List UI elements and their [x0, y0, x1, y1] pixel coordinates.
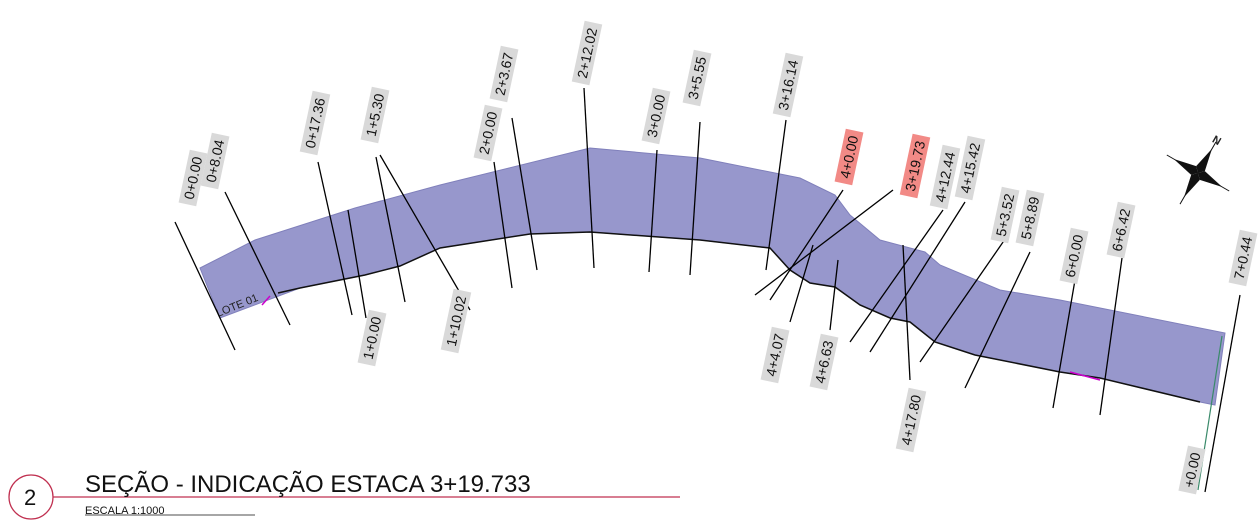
station-label: 2+3.67 — [489, 45, 519, 103]
station-label-bg — [929, 144, 961, 210]
station-label: 5+8.89 — [1015, 189, 1045, 247]
station-line — [379, 154, 471, 311]
station-label-highlight — [899, 133, 931, 199]
station-label: 6+6.42 — [1106, 201, 1136, 259]
station-label: 2+12.02 — [571, 20, 603, 86]
road-band-layer — [199, 147, 1226, 491]
station-label-bg — [772, 52, 804, 118]
station-label: 4+17.80 — [895, 387, 927, 453]
station-label: 3+5.55 — [682, 49, 712, 107]
station-line — [849, 209, 944, 343]
station-label-bg — [473, 104, 503, 162]
station-label: 4+0.00 — [834, 128, 864, 186]
station-line — [769, 189, 844, 301]
station-label-bg — [809, 333, 839, 391]
station-line — [765, 119, 787, 271]
station-label-text: 3+16.14 — [775, 58, 801, 111]
station-label-bg — [990, 186, 1020, 244]
station-line — [1204, 294, 1241, 493]
station-label-bg — [357, 309, 387, 367]
station-label-bg — [895, 387, 927, 453]
title-scale: ESCALA 1:1000 — [85, 505, 165, 517]
north-letter: N — [1210, 134, 1223, 148]
station-line — [224, 191, 291, 326]
station-label-bg — [200, 132, 230, 190]
station-label: 0+17.36 — [299, 90, 331, 156]
station-label: 7+0.44 — [1228, 229, 1258, 287]
station-marker: 4+6.63 — [809, 259, 839, 391]
station-label-bg — [641, 87, 671, 145]
station-label: 2+0.00 — [473, 104, 503, 162]
station-marker: 1+10.02 — [379, 154, 472, 354]
station-line — [375, 156, 406, 303]
magenta-edge-mark — [261, 295, 1101, 381]
station-label-text: 1+10.02 — [443, 294, 469, 347]
title-number: 2 — [24, 485, 36, 510]
station-label-bg — [1059, 227, 1089, 285]
station-label: 1+5.30 — [360, 86, 390, 144]
station-marker: 3+0.00 — [641, 87, 671, 273]
station-line — [511, 117, 538, 271]
station-label: 1+10.02 — [440, 288, 472, 354]
station-line — [1052, 279, 1076, 409]
station-line — [902, 244, 911, 381]
station-line — [583, 87, 595, 269]
station-label: 5+3.52 — [990, 186, 1020, 244]
station-label-bg — [1015, 189, 1045, 247]
station-label-bg — [299, 90, 331, 156]
station-line — [1099, 257, 1123, 416]
station-label-text: 3+19.73 — [902, 139, 928, 192]
station-label-text: 0+17.36 — [302, 96, 328, 149]
station-line — [789, 244, 814, 323]
station-label-highlight — [834, 128, 864, 186]
station-label-text: 4+17.80 — [898, 393, 924, 446]
station-line — [689, 121, 701, 276]
station-label-text: 4+15.42 — [957, 141, 983, 194]
station-label-bg — [1106, 201, 1136, 259]
station-marker: +0.00 — [1178, 445, 1206, 495]
station-label-bg — [1228, 229, 1258, 287]
north-arrow-icon: N — [1166, 134, 1230, 205]
station-label-text: 4+12.44 — [932, 150, 958, 203]
station-line — [754, 189, 894, 296]
road-bottom-edge — [277, 231, 1201, 403]
station-markers: 0+0.000+8.040+17.361+0.001+5.301+10.022+… — [174, 20, 1258, 495]
station-label: 4+15.42 — [954, 135, 986, 201]
station-line — [174, 221, 236, 351]
station-label: 6+0.00 — [1059, 227, 1089, 285]
station-line — [869, 201, 966, 353]
station-marker: 0+8.04 — [200, 132, 291, 326]
station-label: 4+12.44 — [929, 144, 961, 210]
station-label-bg — [760, 326, 790, 384]
station-label-text: +0.00 — [1180, 451, 1203, 489]
station-label-bg — [440, 288, 472, 354]
station-label-text: 2+12.02 — [574, 26, 600, 79]
station-label: 0+8.04 — [200, 132, 230, 190]
station-label: 3+0.00 — [641, 87, 671, 145]
title-block: 2 SEÇÃO - INDICAÇÃO ESTACA 3+19.733 ESCA… — [8, 471, 680, 520]
station-label-bg — [571, 20, 603, 86]
station-label-bg — [1178, 445, 1206, 495]
station-line — [347, 209, 367, 319]
station-label: 4+4.07 — [760, 326, 790, 384]
station-line — [648, 149, 658, 273]
station-line — [493, 161, 513, 289]
station-label: 3+19.73 — [899, 133, 931, 199]
station-line — [919, 231, 1011, 363]
station-label-bg — [489, 45, 519, 103]
station-line — [964, 251, 1031, 389]
station-label-bg — [178, 149, 208, 207]
station-label: 4+6.63 — [809, 333, 839, 391]
station-label: +0.00 — [1178, 445, 1206, 495]
station-label: 3+16.14 — [772, 52, 804, 118]
station-marker: 4+0.00 — [769, 128, 864, 301]
station-line — [829, 259, 839, 331]
station-label-bg — [954, 135, 986, 201]
station-label: 1+0.00 — [357, 309, 387, 367]
station-label-bg — [360, 86, 390, 144]
page-title: SEÇÃO - INDICAÇÃO ESTACA 3+19.733 — [85, 471, 531, 498]
station-line — [317, 161, 353, 316]
station-label-bg — [682, 49, 712, 107]
